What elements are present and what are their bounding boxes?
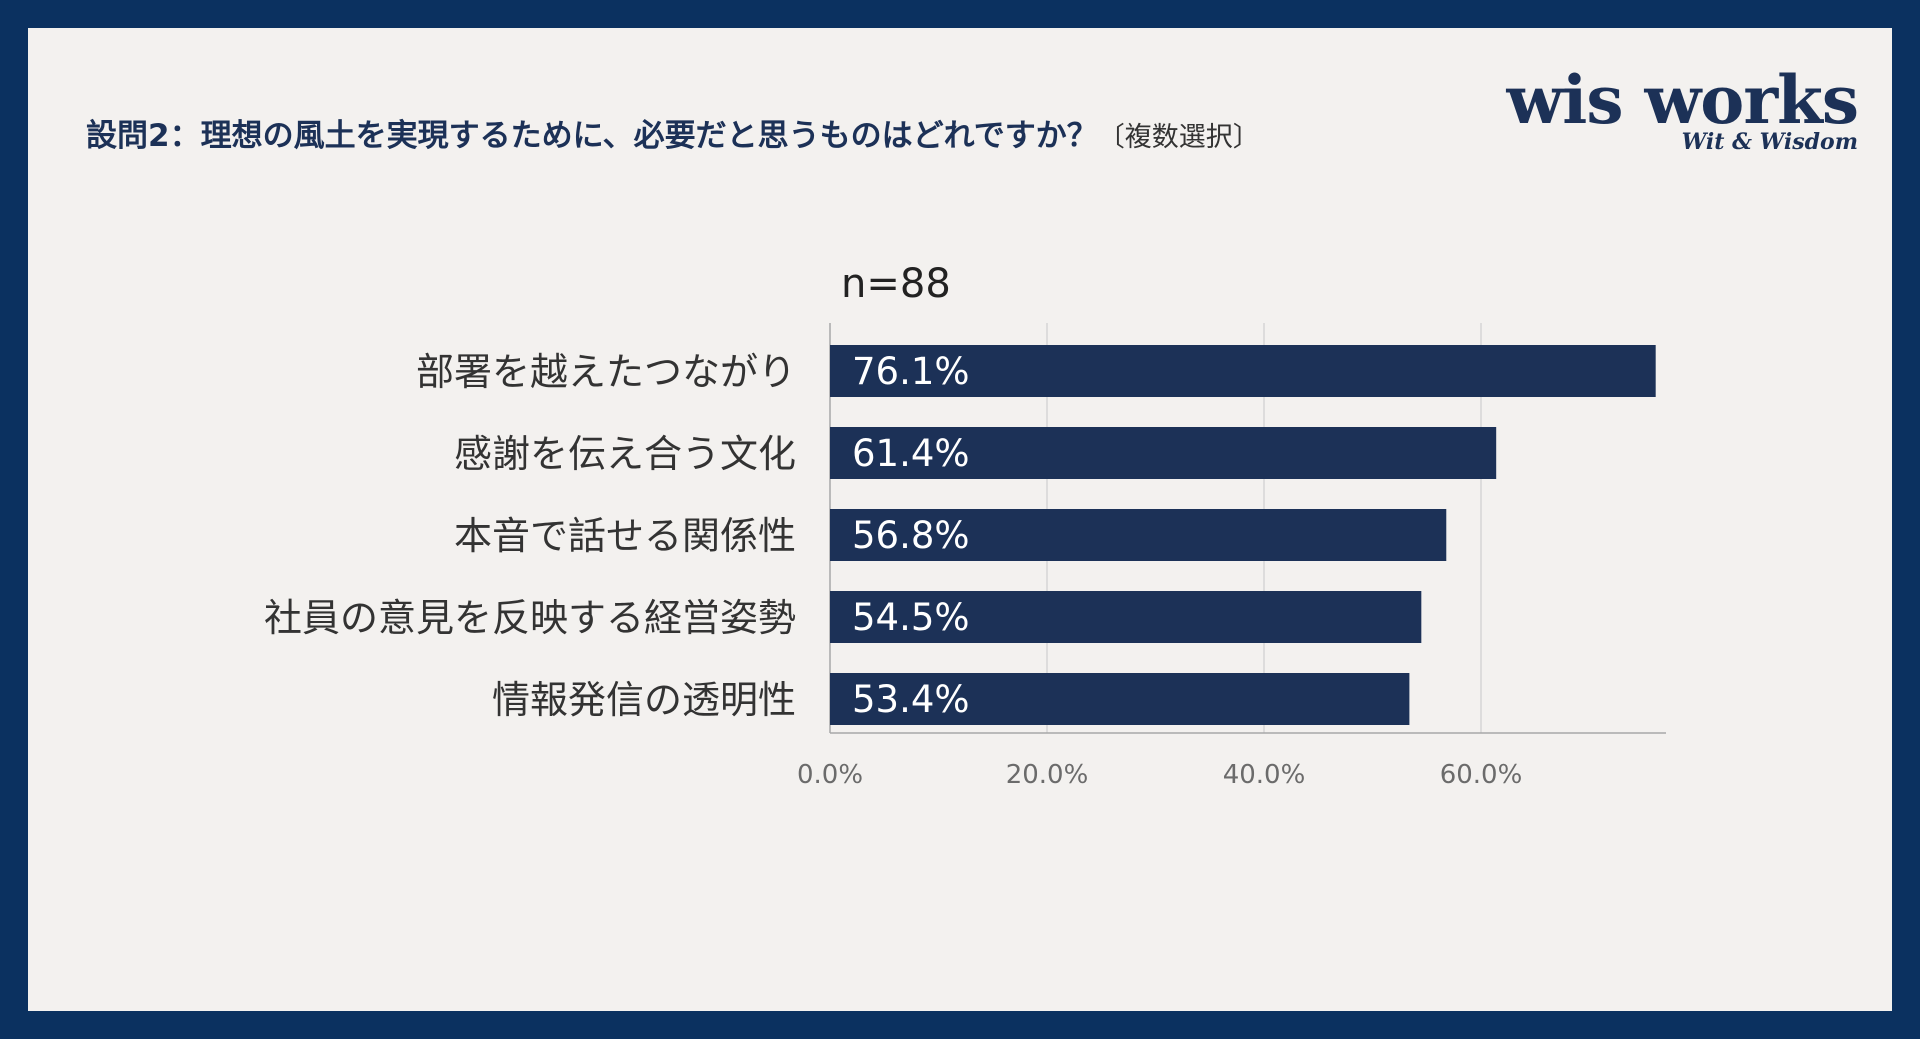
logo-tagline: Wit & Wisdom [1681, 129, 1858, 155]
data-label-0: 76.1% [852, 350, 970, 393]
x-tick-label-0: 0.0% [797, 760, 863, 790]
logo-wordmark: wis works [1506, 61, 1859, 139]
category-label-3: 社員の意見を反映する経営姿勢 [264, 596, 796, 640]
sample-size-label: n=88 [841, 261, 951, 307]
data-label-2: 56.8% [852, 514, 970, 557]
x-tick-label-2: 40.0% [1223, 760, 1306, 790]
x-tick-label-3: 60.0% [1440, 760, 1523, 790]
question-title: 設問2：理想の風土を実現するために、必要だと思うものはどれですか？〔複数選択〕 [86, 110, 1260, 155]
category-label-4: 情報発信の透明性 [492, 678, 796, 722]
question-text: 設問2：理想の風土を実現するために、必要だと思うものはどれですか？ [86, 118, 1098, 154]
slide-panel: 設問2：理想の風土を実現するために、必要だと思うものはどれですか？〔複数選択〕 … [28, 28, 1892, 1011]
bar-0 [830, 345, 1656, 397]
brand-logo: wis works Wit & Wisdom [1506, 61, 1859, 155]
data-label-3: 54.5% [852, 596, 970, 639]
bar-2 [830, 509, 1447, 561]
category-label-1: 感謝を伝え合う文化 [454, 432, 796, 476]
data-label-1: 61.4% [852, 432, 970, 475]
bar-1 [830, 427, 1497, 479]
question-note: 〔複数選択〕 [1097, 122, 1260, 153]
x-tick-label-1: 20.0% [1006, 760, 1089, 790]
data-label-4: 53.4% [852, 678, 970, 721]
category-label-2: 本音で話せる関係性 [454, 514, 796, 558]
bar-3 [830, 591, 1422, 643]
bar-4 [830, 673, 1410, 725]
category-label-0: 部署を越えたつながり [416, 350, 796, 394]
